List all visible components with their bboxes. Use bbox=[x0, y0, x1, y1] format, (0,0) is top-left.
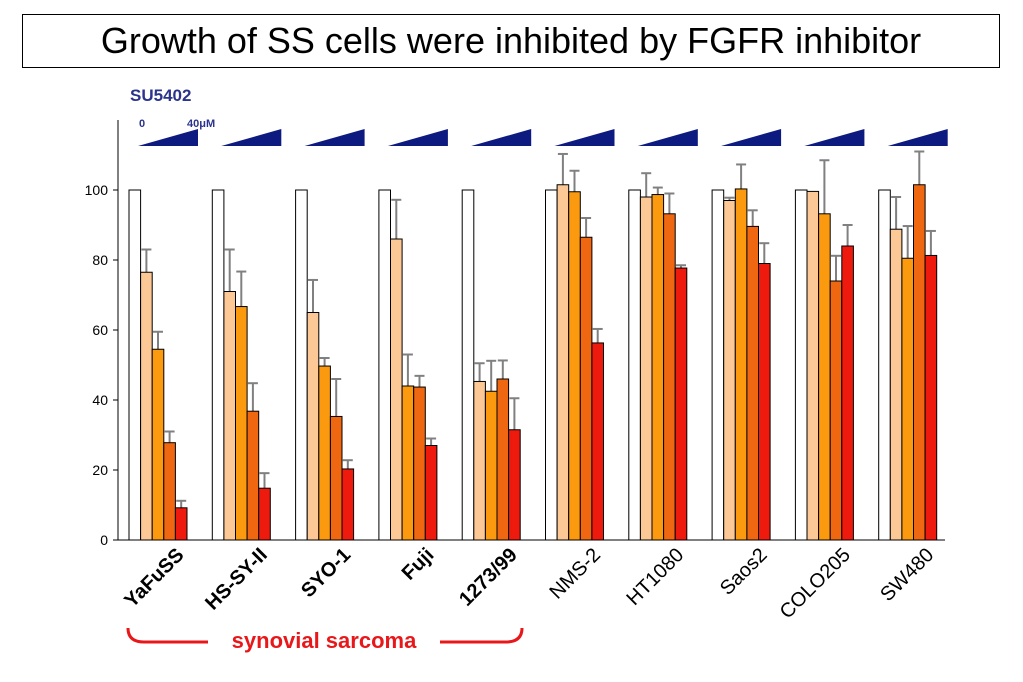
bar bbox=[818, 213, 831, 541]
bar bbox=[663, 213, 676, 541]
dose-wedge bbox=[387, 129, 448, 146]
y-tick-label: 40 bbox=[92, 392, 108, 408]
bar bbox=[461, 189, 475, 541]
bar bbox=[829, 280, 843, 541]
bar bbox=[128, 189, 142, 541]
bar bbox=[508, 429, 521, 541]
bar bbox=[639, 196, 653, 541]
bar bbox=[841, 245, 854, 541]
bar bbox=[318, 365, 331, 541]
category-label: YaFuSS bbox=[120, 544, 188, 612]
y-tick-label: 60 bbox=[92, 322, 108, 338]
y-tick-label: 0 bbox=[100, 532, 108, 548]
bar bbox=[913, 184, 926, 541]
y-tick-label: 100 bbox=[85, 182, 109, 198]
dose-wedge bbox=[637, 129, 698, 146]
y-tick-label: 20 bbox=[92, 462, 108, 478]
bar bbox=[545, 189, 558, 541]
bar bbox=[235, 306, 248, 541]
bar bbox=[901, 257, 915, 541]
bar bbox=[651, 194, 665, 541]
dose-wedge bbox=[221, 129, 282, 146]
dose-wedge bbox=[304, 129, 365, 146]
bar bbox=[390, 238, 403, 541]
bar bbox=[258, 487, 271, 541]
category-label: COLO205 bbox=[776, 544, 855, 623]
bar bbox=[711, 189, 725, 541]
bar bbox=[151, 348, 165, 541]
dose-wedge bbox=[887, 129, 948, 146]
group-label: synovial sarcoma bbox=[232, 628, 417, 653]
dose-wedge bbox=[471, 129, 532, 146]
bar bbox=[473, 380, 486, 541]
dose-end-label: 40μM bbox=[187, 118, 215, 130]
bar bbox=[223, 291, 236, 541]
bar bbox=[878, 189, 891, 541]
bar bbox=[806, 190, 820, 541]
category-label: HS-SY-II bbox=[201, 544, 272, 615]
chart-title-box: Growth of SS cells were inhibited by FGF… bbox=[22, 14, 1000, 68]
dose-wedge bbox=[721, 129, 782, 146]
bar bbox=[329, 415, 343, 541]
bar bbox=[674, 267, 688, 541]
bar bbox=[556, 184, 570, 541]
bar bbox=[140, 271, 153, 541]
bar bbox=[341, 468, 355, 541]
bar bbox=[758, 263, 771, 541]
bar bbox=[424, 445, 438, 541]
category-label: 1273/99 bbox=[455, 544, 522, 611]
chart-title: Growth of SS cells were inhibited by FGF… bbox=[100, 20, 922, 61]
bar bbox=[211, 189, 225, 541]
bar bbox=[746, 225, 760, 541]
category-label: HT1080 bbox=[622, 544, 688, 610]
bar bbox=[723, 200, 736, 541]
dose-start-label: 0 bbox=[139, 118, 145, 130]
bar bbox=[306, 312, 320, 541]
bar bbox=[496, 378, 510, 541]
bar bbox=[734, 188, 748, 541]
bar bbox=[889, 228, 903, 541]
category-label: Saos2 bbox=[716, 544, 772, 600]
bar bbox=[413, 386, 426, 541]
category-label: NMS-2 bbox=[545, 544, 605, 604]
dose-wedge bbox=[554, 129, 615, 146]
dose-wedge bbox=[138, 129, 198, 146]
dose-wedge bbox=[804, 129, 865, 146]
category-label: Fuji bbox=[398, 544, 439, 585]
bar bbox=[628, 189, 641, 541]
bar bbox=[295, 189, 308, 541]
bar bbox=[378, 189, 391, 541]
y-tick-label: 80 bbox=[92, 252, 108, 268]
bar bbox=[401, 385, 415, 541]
bar bbox=[579, 236, 593, 541]
category-label: SW480 bbox=[876, 544, 938, 606]
drug-label: SU5402 bbox=[130, 86, 191, 105]
bar bbox=[924, 254, 938, 541]
bar bbox=[246, 410, 260, 541]
group-bracket bbox=[126, 627, 524, 644]
bar bbox=[174, 507, 188, 541]
bar bbox=[794, 189, 808, 541]
bar bbox=[568, 191, 581, 541]
bar bbox=[484, 390, 498, 541]
category-label: SYO-1 bbox=[297, 544, 355, 602]
bar bbox=[163, 442, 176, 541]
bar bbox=[591, 342, 605, 541]
